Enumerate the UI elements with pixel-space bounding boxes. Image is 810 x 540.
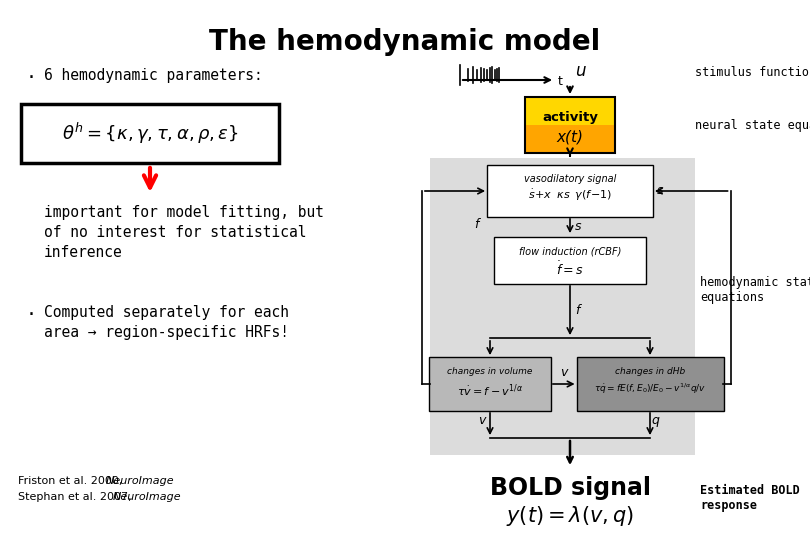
Text: neural state equation: neural state equation xyxy=(695,118,810,132)
Text: important for model fitting, but
of no interest for statistical
inference: important for model fitting, but of no i… xyxy=(44,205,324,260)
Text: ·: · xyxy=(28,305,35,325)
Text: NeuroImage: NeuroImage xyxy=(113,492,181,502)
Text: changes in dHb: changes in dHb xyxy=(615,367,685,376)
Text: The hemodynamic model: The hemodynamic model xyxy=(209,28,601,56)
Text: Stephan et al. 2007,: Stephan et al. 2007, xyxy=(18,492,135,502)
Text: $\tau\dot{q} = f E(f,E_0)/E_0 - v^{1/\alpha}q/v$: $\tau\dot{q} = f E(f,E_0)/E_0 - v^{1/\al… xyxy=(594,382,706,396)
Text: v: v xyxy=(560,366,568,379)
Text: activity: activity xyxy=(542,111,598,124)
Text: changes in volume: changes in volume xyxy=(447,367,533,376)
Text: ·: · xyxy=(28,68,35,88)
Text: s: s xyxy=(575,220,582,233)
Text: 6 hemodynamic parameters:: 6 hemodynamic parameters: xyxy=(44,68,262,83)
Bar xyxy=(525,97,615,153)
Text: NeuroImage: NeuroImage xyxy=(106,476,175,486)
Text: stimulus functions: stimulus functions xyxy=(695,65,810,78)
Bar xyxy=(525,125,615,153)
Text: $y(t) = \lambda(v,q)$: $y(t) = \lambda(v,q)$ xyxy=(506,504,634,528)
Text: v: v xyxy=(479,414,486,427)
Text: $\dot{s}\!+\!x\;\;\kappa s\;\;\gamma(f\!-\!1)$: $\dot{s}\!+\!x\;\;\kappa s\;\;\gamma(f\!… xyxy=(528,188,612,203)
Text: f: f xyxy=(575,304,579,317)
Text: hemodynamic state
equations: hemodynamic state equations xyxy=(700,276,810,304)
Text: t: t xyxy=(558,75,563,88)
Text: Computed separately for each
area → region-specific HRFs!: Computed separately for each area → regi… xyxy=(44,305,289,340)
Text: q: q xyxy=(651,414,659,427)
Text: $\tau\dot{v} = f - v^{1/\alpha}$: $\tau\dot{v} = f - v^{1/\alpha}$ xyxy=(457,382,523,399)
Text: BOLD signal: BOLD signal xyxy=(489,476,650,500)
FancyBboxPatch shape xyxy=(429,357,551,411)
Text: Friston et al. 2000,: Friston et al. 2000, xyxy=(18,476,126,486)
Text: $\dot{f} = s$: $\dot{f} = s$ xyxy=(556,260,584,278)
FancyBboxPatch shape xyxy=(487,165,653,217)
Text: s: s xyxy=(657,185,663,198)
Text: $\theta^h = \{\kappa, \gamma, \tau, \alpha, \rho, \varepsilon\}$: $\theta^h = \{\kappa, \gamma, \tau, \alp… xyxy=(62,121,238,146)
FancyBboxPatch shape xyxy=(21,104,279,163)
Text: vasodilatory signal: vasodilatory signal xyxy=(524,174,616,184)
Text: f: f xyxy=(474,218,478,231)
Bar xyxy=(430,158,695,455)
FancyBboxPatch shape xyxy=(577,357,723,411)
Text: u: u xyxy=(575,62,586,80)
Bar xyxy=(525,97,615,125)
Text: x(t): x(t) xyxy=(556,129,583,144)
Text: flow induction (rCBF): flow induction (rCBF) xyxy=(519,246,621,256)
FancyBboxPatch shape xyxy=(494,237,646,284)
Text: Estimated BOLD
response: Estimated BOLD response xyxy=(700,484,799,512)
